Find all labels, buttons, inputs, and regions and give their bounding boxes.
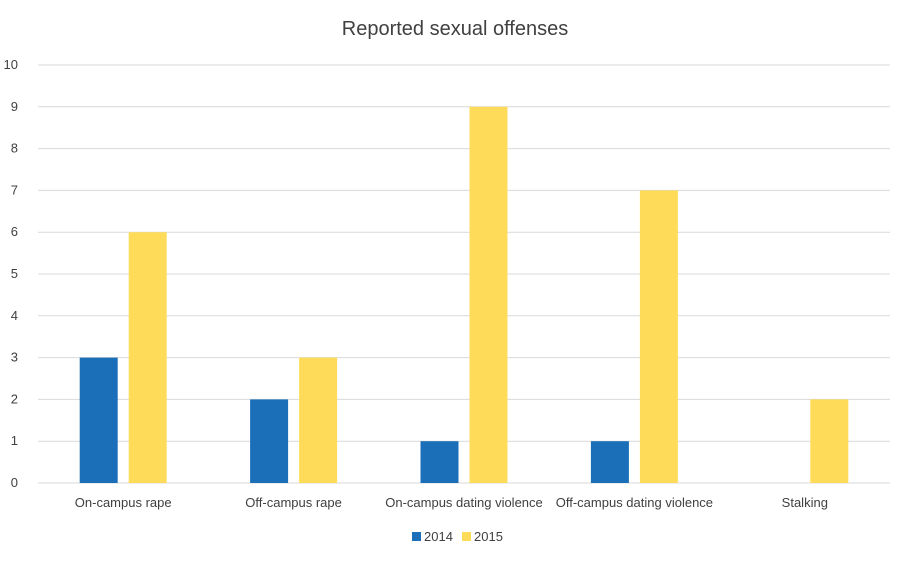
bar-2014-1 [250, 399, 289, 483]
y-tick-label: 1 [11, 433, 18, 448]
x-category-label: Off-campus rape [245, 495, 342, 510]
x-axis-categories: On-campus rape Off-campus rape On-campus d… [75, 495, 828, 510]
y-tick-label: 3 [11, 350, 18, 365]
bar-2015-2 [469, 106, 508, 484]
y-axis-ticks: 0 1 2 3 4 5 6 7 8 9 10 [4, 57, 18, 490]
y-tick-label: 8 [11, 141, 18, 156]
bar-2015-1 [299, 357, 338, 483]
bar-2015-0 [128, 232, 167, 483]
y-tick-label: 5 [11, 266, 18, 281]
legend-label: 2015 [474, 529, 503, 544]
legend-label: 2014 [424, 529, 453, 544]
x-category-label: Off-campus dating violence [556, 495, 713, 510]
bars [79, 106, 849, 484]
legend-swatch-2015 [462, 532, 471, 541]
y-tick-label: 4 [11, 308, 18, 323]
x-category-label: On-campus rape [75, 495, 172, 510]
bar-2014-3 [590, 441, 629, 483]
y-tick-label: 0 [11, 475, 18, 490]
legend-swatch-2014 [412, 532, 421, 541]
gridlines [38, 64, 890, 484]
x-category-label: Stalking [782, 495, 828, 510]
y-tick-label: 9 [11, 99, 18, 114]
y-tick-label: 6 [11, 224, 18, 239]
x-category-label: On-campus dating violence [385, 495, 543, 510]
legend: 2014 2015 [412, 529, 503, 544]
bar-2015-4 [810, 399, 849, 483]
chart-title: Reported sexual offenses [342, 18, 568, 40]
bar-2015-3 [639, 190, 678, 483]
y-tick-label: 10 [4, 57, 18, 72]
bar-2014-0 [79, 357, 118, 483]
bar-2014-2 [420, 441, 459, 483]
y-tick-label: 2 [11, 391, 18, 406]
y-tick-label: 7 [11, 182, 18, 197]
